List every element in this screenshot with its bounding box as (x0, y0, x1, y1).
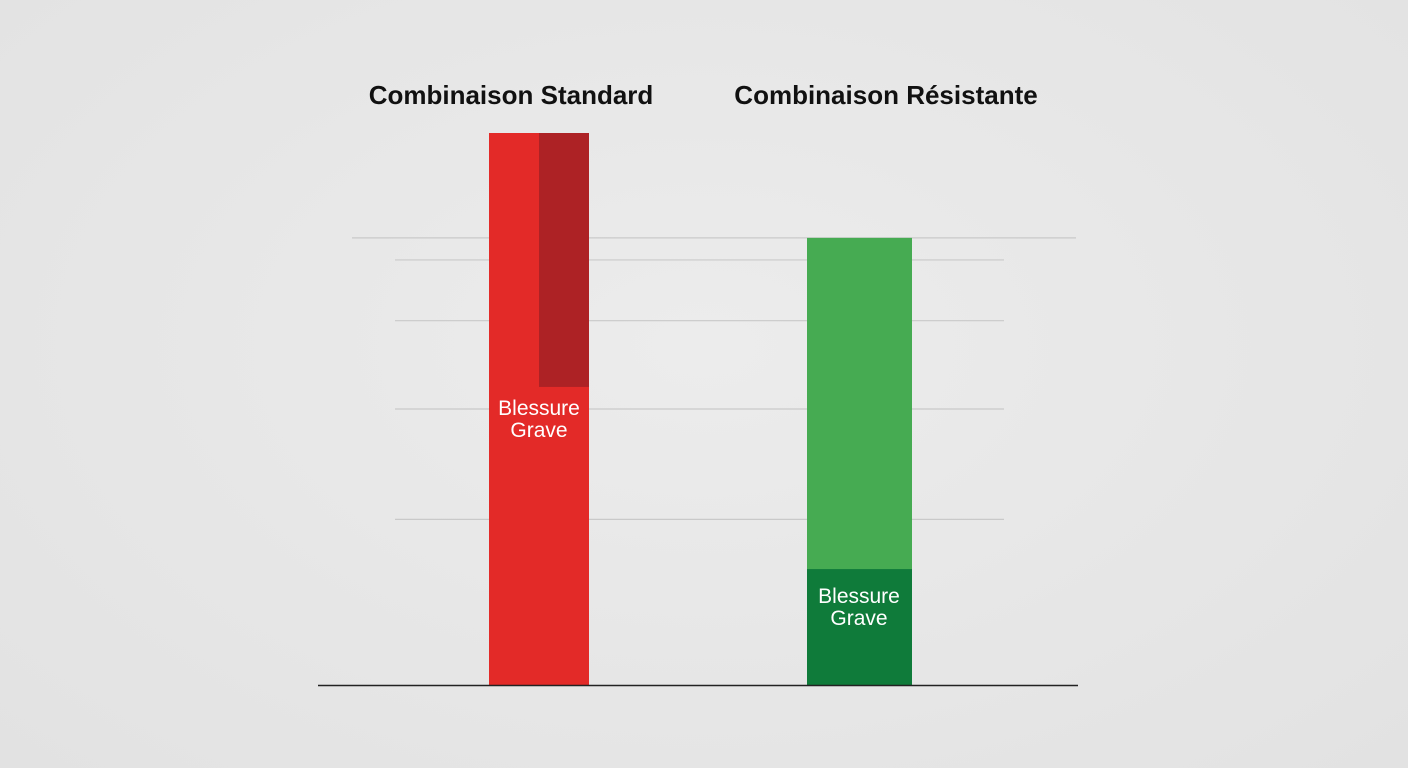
bar-label-standard: Blessure Grave (498, 397, 580, 443)
bar-segment-standard (539, 133, 589, 387)
bar-segment-resistante (807, 569, 912, 685)
category-title-standard: Combinaison Standard (368, 80, 654, 110)
bar-label-resistante: Blessure Grave (818, 584, 900, 630)
category-title-resistante: Combinaison Résistante (734, 80, 1038, 110)
